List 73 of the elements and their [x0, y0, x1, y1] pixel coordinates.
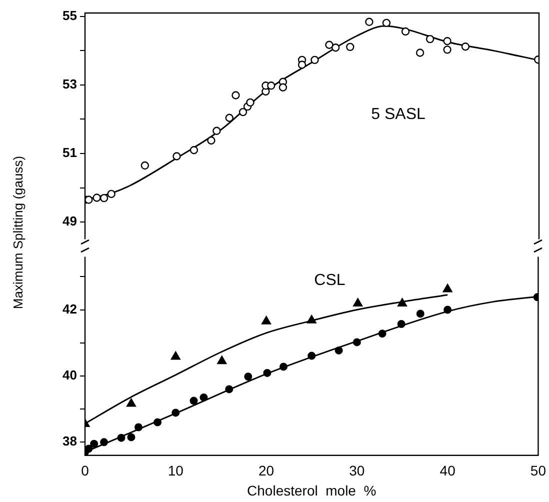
- point: [397, 320, 406, 328]
- y-tick-label: 51: [62, 145, 77, 160]
- point: [134, 423, 142, 432]
- point: [444, 306, 452, 314]
- point: [426, 34, 434, 44]
- point: [334, 346, 343, 354]
- point: [332, 44, 340, 52]
- point: [416, 310, 424, 318]
- point: [127, 433, 136, 442]
- point: [346, 42, 354, 52]
- point: [401, 27, 410, 36]
- point: [100, 438, 108, 446]
- point: [90, 440, 98, 448]
- x-tick-label: 50: [530, 462, 546, 479]
- point: [267, 82, 276, 90]
- point: [325, 40, 334, 49]
- point: [378, 330, 386, 338]
- point: [261, 316, 272, 324]
- point: [100, 194, 108, 202]
- point: [280, 362, 288, 371]
- point: [306, 314, 316, 324]
- point: [416, 48, 424, 57]
- point: [308, 352, 316, 360]
- point: [107, 190, 116, 198]
- point: [225, 114, 234, 122]
- point: [352, 338, 361, 346]
- y-axis-title: Maximum Splitting (gauss): [10, 154, 26, 312]
- point: [382, 18, 391, 28]
- y-tick-label: 40: [62, 368, 77, 383]
- point: [365, 18, 374, 26]
- y-tick-label: 53: [62, 76, 77, 92]
- point: [190, 146, 198, 154]
- point: [212, 126, 221, 135]
- y-tick-label: 42: [62, 301, 77, 316]
- point: [190, 396, 198, 405]
- point: [298, 60, 306, 69]
- x-tick-label: 0: [81, 462, 90, 479]
- point: [207, 136, 216, 145]
- x-tick-label: 20: [258, 462, 274, 479]
- point: [263, 368, 272, 377]
- point: [246, 98, 254, 107]
- point: [126, 398, 136, 407]
- point: [244, 372, 252, 381]
- point: [232, 91, 240, 100]
- point: [443, 46, 452, 54]
- point: [172, 408, 180, 417]
- x-tick-label: 30: [349, 462, 365, 479]
- y-tick-label: 55: [62, 8, 77, 24]
- annotation: 5 SASL: [371, 106, 426, 124]
- x-axis-title: Cholesterol mole %: [247, 482, 376, 498]
- point: [442, 284, 452, 292]
- point: [278, 83, 288, 92]
- point: [92, 194, 101, 202]
- point: [310, 56, 319, 64]
- point: [353, 298, 363, 306]
- point: [200, 393, 208, 402]
- y-tick-label: 38: [62, 434, 77, 449]
- point: [85, 444, 93, 453]
- point: [225, 385, 234, 394]
- point: [170, 351, 180, 360]
- x-tick-label: 10: [168, 462, 184, 479]
- point: [217, 356, 227, 364]
- point: [154, 418, 162, 426]
- y-tick-label: 49: [62, 214, 77, 229]
- point: [397, 298, 408, 306]
- point: [461, 42, 470, 51]
- x-tick-label: 40: [440, 462, 456, 479]
- annotation: CSL: [314, 272, 346, 290]
- point: [140, 161, 150, 170]
- point: [238, 108, 248, 116]
- point: [172, 152, 181, 160]
- point: [443, 37, 452, 46]
- point: [117, 434, 126, 442]
